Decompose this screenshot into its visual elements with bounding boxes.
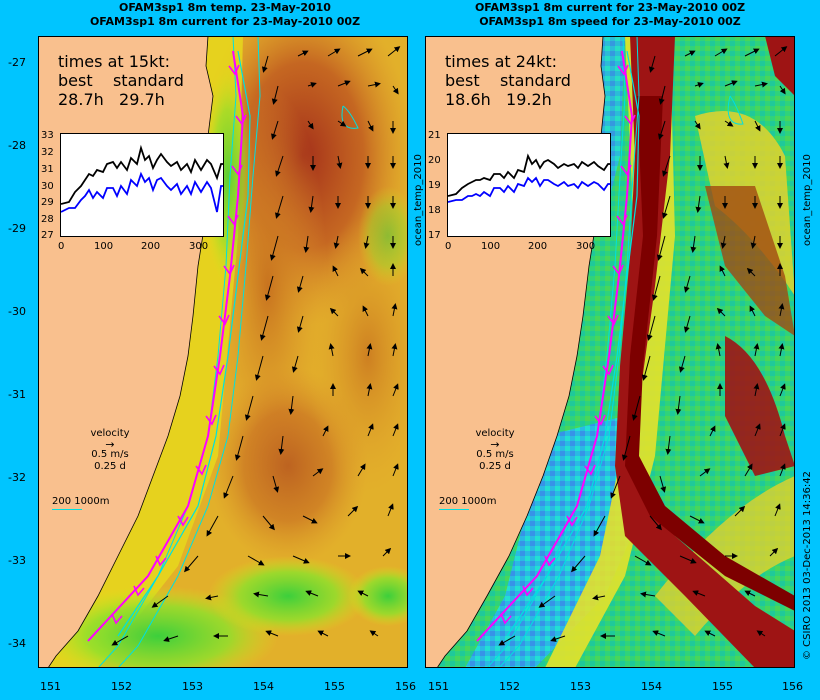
temperature-map [38,36,408,668]
best-value: 28.7h [58,90,104,109]
inset-ytick: 27 [41,230,54,241]
side-label-left: ocean_temp_2010 [413,154,424,246]
velocity-arrows [111,46,401,646]
inset-xtick: 0 [445,241,452,252]
lat-tick: -31 [8,388,26,401]
left-title: OFAM3sp1 8m temp. 23-May-2010 OFAM3sp1 8… [40,1,410,29]
inset-xtick: 0 [58,241,65,252]
times-heading: times at 15kt: [58,52,171,71]
right-title-line2: OFAM3sp1 8m speed for 23-May-2010 00Z [479,15,741,28]
lat-tick: -34 [8,637,26,650]
inset-xtick: 200 [141,241,161,252]
inset-best-line [61,144,223,205]
velocity-arrow-icon: → [490,438,500,451]
lon-tick: 153 [182,680,203,693]
velocity-arrow-icon: → [105,438,115,451]
inset-ytick: 17 [428,230,441,241]
left-title-line1: OFAM3sp1 8m temp. 23-May-2010 [119,1,331,14]
velocity-speed: 0.5 m/s [91,449,129,460]
times-heading: times at 24kt: [445,52,558,71]
credit-label: © CSIRO 2013 03-Dec-2013 14:36:42 [802,471,813,660]
inset-chart [60,133,224,237]
lat-tick: -28 [8,139,26,152]
velocity-legend: velocity → 0.5 m/s 0.25 d [78,428,142,473]
lon-tick: 154 [253,680,274,693]
left-title-line2: OFAM3sp1 8m current for 23-May-2010 00Z [89,15,361,28]
lon-tick: 155 [324,680,345,693]
col-best: best [58,71,93,90]
temperature-map-panel[interactable]: times at 15kt: best standard 28.7h 29.7h… [38,36,408,668]
route-standard [117,50,251,637]
lat-tick: -29 [8,222,26,235]
velocity-speed: 0.5 m/s [476,449,514,460]
inset-ytick: 31 [41,164,54,175]
route-best-arrows [111,64,247,625]
lon-tick: 156 [395,680,416,693]
lon-tick: 156 [782,680,803,693]
col-standard: standard [112,71,184,90]
inset-xtick: 100 [94,241,114,252]
speed-map-panel[interactable]: times at 24kt: best standard 18.6h 19.2h… [425,36,795,668]
velocity-label: velocity [475,428,515,439]
right-title-line1: OFAM3sp1 8m current for 23-May-2010 00Z [474,1,746,14]
inset-ytick: 19 [428,180,441,191]
speed-map [425,36,795,668]
lon-tick: 151 [40,680,61,693]
inset-xtick: 100 [481,241,501,252]
best-value: 18.6h [445,90,491,109]
side-label-right: ocean_temp_2010 [802,154,813,246]
times-box: times at 15kt: best standard 28.7h 29.7h [58,52,184,109]
right-title: OFAM3sp1 8m current for 23-May-2010 00Z … [425,1,795,29]
inset-standard-line [61,171,223,213]
inset-standard-line [448,176,610,203]
velocity-label: velocity [90,428,130,439]
depth-legend-text: 200 1000m [439,496,497,507]
lon-tick: 151 [428,680,449,693]
depth-legend: 200 1000m [52,496,109,510]
inset-chart [447,133,611,237]
route-standard [506,50,640,637]
standard-value: 19.2h [506,90,552,109]
lon-tick: 153 [570,680,591,693]
lon-tick: 152 [111,680,132,693]
inset-ytick: 33 [41,130,54,141]
inset-ytick: 32 [41,147,54,158]
depth-legend-text: 200 1000m [52,496,110,507]
col-standard: standard [499,71,571,90]
lat-tick: -33 [8,554,26,567]
lon-tick: 155 [712,680,733,693]
inset-xtick: 300 [576,241,596,252]
inset-best-line [448,153,610,197]
lat-tick: -27 [8,56,26,69]
inset-xtick: 200 [528,241,548,252]
inset-ytick: 21 [428,130,441,141]
depth-legend-line [439,509,469,510]
lat-tick: -30 [8,305,26,318]
velocity-legend: velocity → 0.5 m/s 0.25 d [463,428,527,473]
lon-tick: 154 [641,680,662,693]
col-best: best [445,71,480,90]
lat-tick: -32 [8,471,26,484]
velocity-duration: 0.25 d [94,461,126,472]
velocity-arrows [498,46,788,646]
route-best-arrows [500,64,636,625]
route-best [87,50,245,642]
inset-xtick: 300 [189,241,209,252]
standard-value: 29.7h [119,90,165,109]
inset-ytick: 28 [41,214,54,225]
inset-ytick: 29 [41,197,54,208]
lon-tick: 152 [499,680,520,693]
inset-ytick: 30 [41,181,54,192]
depth-legend-line [52,509,82,510]
inset-plot [61,144,223,213]
inset-plot [448,153,610,203]
route-best [476,50,634,642]
inset-ytick: 20 [428,155,441,166]
inset-ytick: 18 [428,205,441,216]
depth-legend: 200 1000m [439,496,496,510]
velocity-duration: 0.25 d [479,461,511,472]
times-box: times at 24kt: best standard 18.6h 19.2h [445,52,571,109]
